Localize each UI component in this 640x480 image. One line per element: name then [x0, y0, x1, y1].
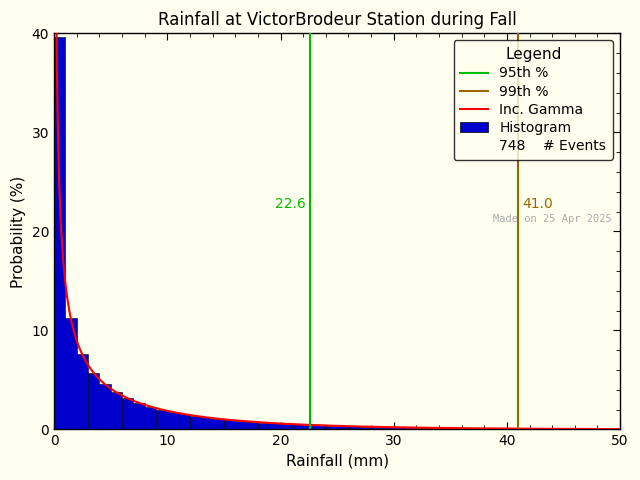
X-axis label: Rainfall (mm): Rainfall (mm): [285, 454, 388, 469]
Bar: [303, 425, 314, 430]
Bar: [179, 414, 190, 430]
Y-axis label: Probability (%): Probability (%): [11, 175, 26, 288]
Bar: [122, 398, 133, 430]
Bar: [156, 409, 167, 430]
Text: 22.6: 22.6: [275, 197, 305, 211]
Bar: [439, 428, 451, 430]
Bar: [394, 427, 405, 430]
Bar: [167, 412, 179, 430]
Bar: [575, 429, 586, 430]
Bar: [461, 428, 473, 430]
Bar: [258, 422, 269, 430]
Bar: [314, 425, 326, 430]
Bar: [77, 354, 88, 430]
Bar: [190, 416, 202, 430]
Bar: [518, 429, 529, 430]
Bar: [360, 427, 371, 430]
Bar: [54, 37, 65, 430]
Bar: [417, 428, 428, 430]
Bar: [145, 407, 156, 430]
Bar: [337, 426, 348, 430]
Bar: [564, 429, 575, 430]
Bar: [405, 428, 417, 430]
Bar: [65, 318, 77, 430]
Bar: [552, 429, 564, 430]
Bar: [383, 427, 394, 430]
Bar: [451, 428, 461, 430]
Bar: [280, 424, 292, 430]
Bar: [495, 429, 507, 430]
Bar: [246, 422, 258, 430]
Bar: [371, 427, 383, 430]
Text: Made on 25 Apr 2025: Made on 25 Apr 2025: [493, 214, 612, 224]
Text: 41.0: 41.0: [523, 197, 554, 211]
Bar: [111, 392, 122, 430]
Bar: [428, 428, 439, 430]
Bar: [529, 429, 541, 430]
Bar: [484, 429, 495, 430]
Bar: [236, 421, 246, 430]
Title: Rainfall at VictorBrodeur Station during Fall: Rainfall at VictorBrodeur Station during…: [158, 11, 516, 29]
Bar: [88, 372, 99, 430]
Bar: [224, 420, 236, 430]
Bar: [507, 429, 518, 430]
Bar: [473, 428, 484, 430]
Bar: [348, 426, 360, 430]
Bar: [326, 426, 337, 430]
Bar: [133, 403, 145, 430]
Bar: [99, 384, 111, 430]
Bar: [212, 419, 224, 430]
Bar: [292, 424, 303, 430]
Legend: 95th %, 99th %, Inc. Gamma, Histogram, 748    # Events: 95th %, 99th %, Inc. Gamma, Histogram, 7…: [454, 40, 613, 160]
Bar: [541, 429, 552, 430]
Bar: [269, 423, 280, 430]
Bar: [202, 418, 212, 430]
